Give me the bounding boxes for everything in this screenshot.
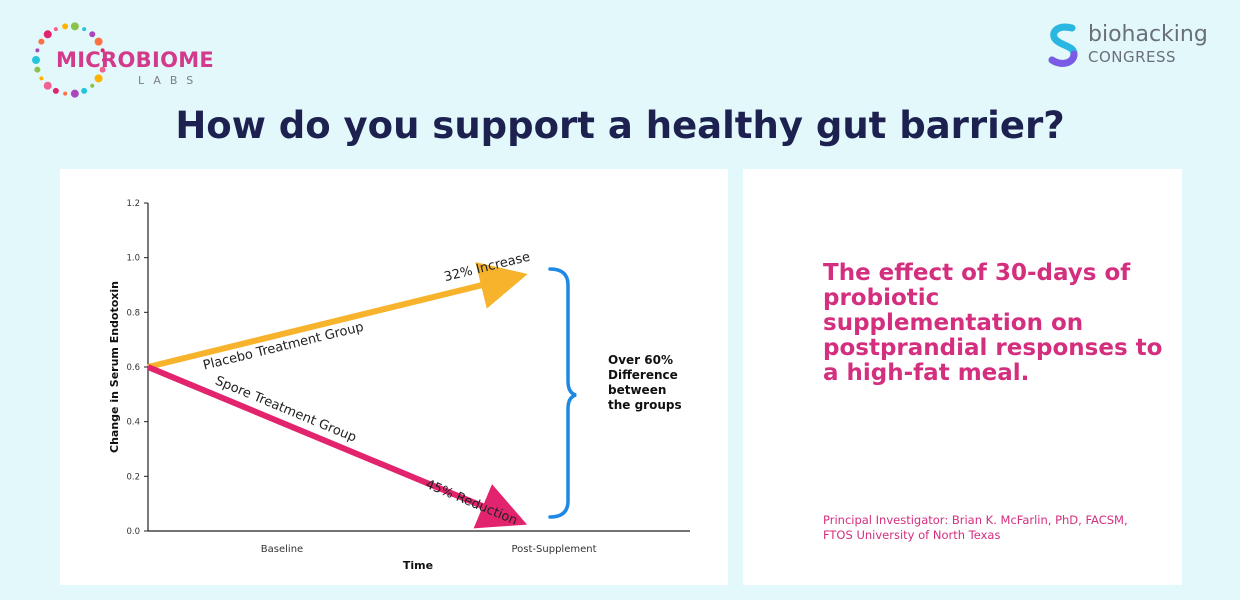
y-tick-label: 1.2 bbox=[126, 199, 140, 209]
logo-dot bbox=[43, 30, 52, 39]
logo-dot bbox=[53, 27, 58, 32]
y-axis-label: Change in Serum Endotoxin bbox=[108, 281, 121, 453]
logo-dot bbox=[81, 87, 88, 94]
logo-dot bbox=[39, 76, 44, 81]
logo-dot bbox=[70, 89, 79, 98]
logo-dot bbox=[102, 58, 106, 62]
difference-annotation-line: between bbox=[608, 383, 666, 397]
logo-dot bbox=[38, 38, 45, 45]
microbiome-labs-logo: MICROBIOME LABS bbox=[30, 20, 230, 100]
brand-right-line2: CONGRESS bbox=[1088, 48, 1177, 66]
y-tick-label: 1.0 bbox=[126, 254, 140, 264]
biohacking-s-icon bbox=[1048, 23, 1078, 67]
difference-annotation-line: Over 60% bbox=[608, 353, 673, 367]
logo-dot bbox=[43, 81, 52, 90]
logo-dot bbox=[63, 91, 68, 96]
x-tick-label: Baseline bbox=[261, 544, 303, 555]
data-label: 45% Reduction bbox=[423, 477, 519, 528]
page-title: How do you support a healthy gut barrier… bbox=[175, 104, 1065, 147]
logo-dot bbox=[34, 66, 41, 73]
logo-dot bbox=[70, 22, 79, 31]
series-name-label: Spore Treatment Group bbox=[213, 374, 359, 446]
study-summary: The effect of 30-days of probiotic suppl… bbox=[823, 260, 1163, 386]
x-tick-label: Post-Supplement bbox=[512, 544, 597, 555]
difference-bracket bbox=[548, 267, 577, 519]
biohacking-congress-logo: biohacking CONGRESS bbox=[1044, 20, 1234, 70]
y-tick-label: 0.0 bbox=[126, 527, 140, 537]
difference-annotation-line: the groups bbox=[608, 398, 682, 412]
summary-panel: The effect of 30-days of probiotic suppl… bbox=[743, 169, 1182, 585]
brand-name: MICROBIOME bbox=[56, 48, 215, 72]
logo-dot bbox=[99, 66, 106, 73]
dots-ring-icon bbox=[32, 22, 106, 98]
difference-annotation-line: Difference bbox=[608, 368, 678, 382]
y-tick-label: 0.8 bbox=[126, 308, 140, 318]
y-tick-label: 0.4 bbox=[126, 418, 140, 428]
principal-investigator: Principal Investigator: Brian K. McFarli… bbox=[823, 513, 1128, 542]
endotoxin-chart: 0.0 0.2 0.4 0.6 0.8 1.0 1.2 Baseline Post-Suppl… bbox=[108, 199, 690, 572]
series-arrow-placebo bbox=[147, 262, 528, 370]
logo-dot bbox=[94, 74, 103, 83]
logo-dot bbox=[62, 23, 69, 30]
logo-dot bbox=[82, 27, 87, 32]
x-axis-label: Time bbox=[403, 559, 433, 572]
logo-dot bbox=[35, 48, 40, 53]
logo-dot bbox=[52, 87, 59, 94]
logo-dot bbox=[89, 31, 96, 38]
logo-dot bbox=[100, 48, 105, 53]
logo-dot bbox=[90, 83, 95, 88]
y-tick-label: 0.2 bbox=[126, 472, 140, 482]
logo-dot bbox=[94, 37, 103, 46]
logo-dot bbox=[32, 56, 40, 64]
brand-subtitle: LABS bbox=[138, 74, 203, 87]
brand-right-line1: biohacking bbox=[1088, 22, 1208, 47]
y-tick-label: 0.6 bbox=[126, 363, 140, 373]
chart-panel: 0.0 0.2 0.4 0.6 0.8 1.0 1.2 Baseline Post-Suppl… bbox=[60, 169, 728, 585]
data-label: 32% Increase bbox=[443, 250, 532, 286]
series-arrow-spore bbox=[146, 364, 528, 529]
